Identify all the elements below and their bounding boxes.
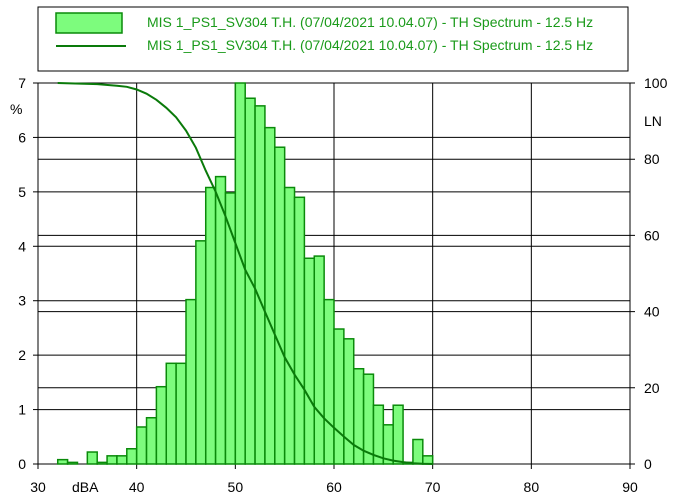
histogram-bar <box>116 455 128 465</box>
y-right-tick-label: 80 <box>644 151 660 167</box>
histogram-bar <box>234 82 246 465</box>
legend-line-label: MIS 1_PS1_SV304 T.H. (07/04/2021 10.04.0… <box>147 37 593 53</box>
y-left-tick-label: 6 <box>18 129 26 145</box>
y-left-tick-label: 7 <box>18 75 26 91</box>
histogram-bars <box>56 82 434 465</box>
legend-bar-swatch <box>55 12 123 34</box>
histogram-bar <box>422 455 434 465</box>
x-tick-label: 80 <box>524 479 540 495</box>
histogram-bar <box>412 438 424 465</box>
histogram-bar <box>185 298 197 465</box>
y-right-tick-label: 40 <box>644 304 660 320</box>
y-left-unit-label: % <box>10 101 22 117</box>
histogram-bar <box>135 426 148 465</box>
histogram-bar <box>86 451 98 465</box>
histogram-bar <box>254 105 266 465</box>
histogram-bar <box>274 146 286 465</box>
histogram-bar <box>333 328 345 465</box>
y-right-tick-label: 20 <box>644 380 660 396</box>
y-left-tick-label: 5 <box>18 184 26 200</box>
histogram-bar <box>165 362 177 465</box>
histogram-bar <box>195 240 207 465</box>
histogram-bar <box>66 461 79 465</box>
y-left-tick-label: 4 <box>18 238 26 254</box>
histogram-bar <box>283 186 296 465</box>
x-tick-label: 30 <box>30 479 46 495</box>
legend: MIS 1_PS1_SV304 T.H. (07/04/2021 10.04.0… <box>37 6 629 72</box>
histogram-bar <box>175 362 187 465</box>
histogram-bar <box>145 416 158 465</box>
x-unit-label: dBA <box>72 479 99 495</box>
y-left-axis-ticks: 0 1 2 3 4 5 6 7 <box>18 75 26 472</box>
y-right-tick-label: 0 <box>644 456 652 472</box>
histogram-bar <box>214 175 227 465</box>
x-tick-label: 40 <box>129 479 145 495</box>
histogram-bar <box>293 196 306 465</box>
y-right-unit-label: LN <box>644 113 662 129</box>
histogram-bar <box>106 455 118 465</box>
ln-cumulative-curve <box>57 82 433 465</box>
histogram-bar <box>343 338 355 465</box>
histogram-bar <box>313 255 325 465</box>
y-right-tick-label: 100 <box>644 75 668 91</box>
y-left-tick-label: 3 <box>18 293 26 309</box>
x-tick-label: 60 <box>326 479 342 495</box>
y-right-axis-ticks: 0 20 40 60 80 100 <box>644 75 668 472</box>
histogram-bar <box>264 126 276 465</box>
y-left-tick-label: 1 <box>18 402 26 418</box>
y-left-tick-label: 2 <box>18 347 26 363</box>
histogram-bar <box>126 448 138 465</box>
legend-bar-label: MIS 1_PS1_SV304 T.H. (07/04/2021 10.04.0… <box>147 14 593 30</box>
y-right-tick-label: 60 <box>644 227 660 243</box>
histogram-bar <box>204 186 217 465</box>
histogram-bar <box>56 458 69 465</box>
x-tick-label: 70 <box>425 479 441 495</box>
x-tick-label: 90 <box>622 479 638 495</box>
histogram-bar <box>96 461 108 465</box>
x-tick-label: 50 <box>228 479 244 495</box>
x-axis-ticks: 30 40 50 60 70 80 90 <box>30 479 638 495</box>
y-left-tick-label: 0 <box>18 456 26 472</box>
legend-box <box>37 6 629 72</box>
histogram-bar <box>303 257 316 465</box>
histogram-bar <box>392 404 404 465</box>
histogram-bar <box>224 192 237 465</box>
histogram-bar <box>155 385 168 465</box>
histogram-bar <box>323 298 335 465</box>
